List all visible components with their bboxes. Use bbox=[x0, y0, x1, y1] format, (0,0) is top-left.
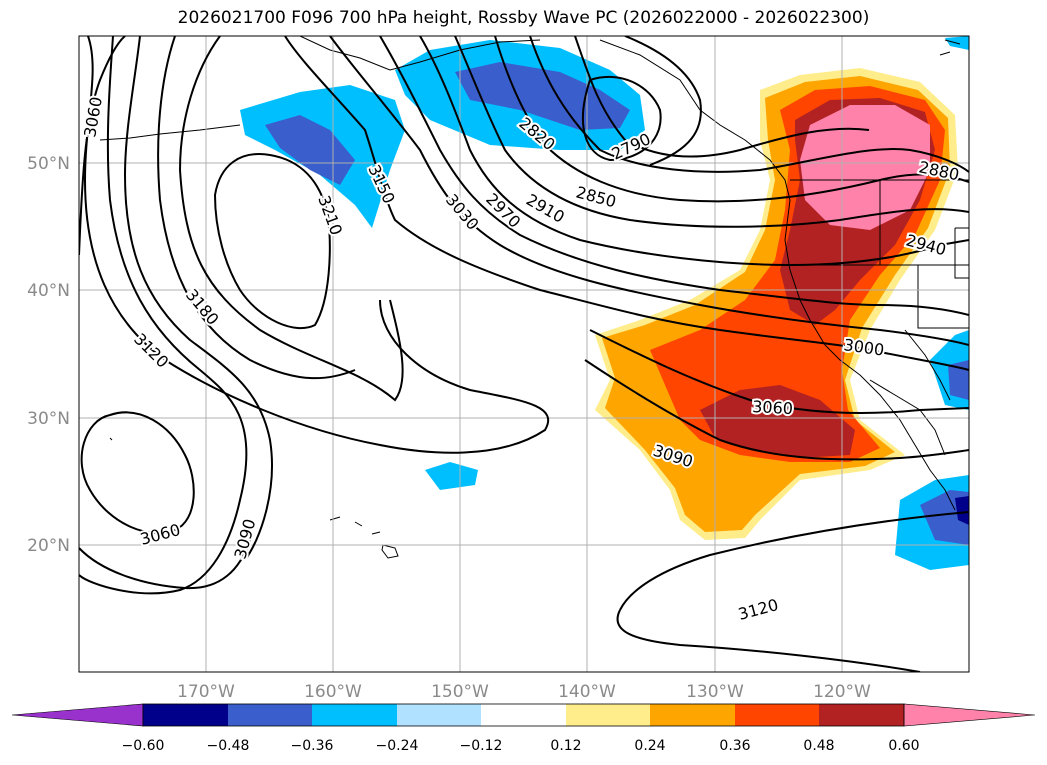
longitude-label: 160°W bbox=[304, 682, 362, 702]
colorbar-tick: 0.60 bbox=[888, 738, 919, 754]
colorbar-tick: 0.36 bbox=[719, 738, 750, 754]
longitude-label: 130°W bbox=[686, 682, 744, 702]
longitude-labels: 170°W 160°W 150°W 140°W 130°W 120°W bbox=[177, 682, 871, 702]
coastlines bbox=[99, 36, 969, 559]
colorbar: −0.60 −0.48 −0.36 −0.24 −0.12 0.12 0.24 … bbox=[11, 703, 1036, 754]
latitude-label: 20°N bbox=[27, 536, 70, 556]
colorbar-extend-left bbox=[11, 703, 144, 727]
contour-label: 3060 bbox=[752, 397, 794, 418]
colorbar-segment bbox=[143, 704, 228, 726]
colorbar-tick: −0.36 bbox=[291, 738, 334, 754]
colorbar-tick: −0.48 bbox=[207, 738, 250, 754]
colorbar-tick: −0.24 bbox=[376, 738, 419, 754]
colorbar-tick: −0.60 bbox=[122, 738, 165, 754]
height-contours bbox=[79, 36, 969, 672]
longitude-label: 170°W bbox=[177, 682, 235, 702]
colorbar-segment bbox=[312, 704, 397, 726]
latitude-label: 40°N bbox=[27, 281, 70, 301]
colorbar-extend-right bbox=[903, 703, 1036, 727]
colorbar-segment bbox=[650, 704, 735, 726]
latitude-label: 50°N bbox=[27, 154, 70, 174]
colorbar-segment bbox=[819, 704, 904, 726]
colorbar-tick: 0.12 bbox=[550, 738, 581, 754]
map-title: 2026021700 F096 700 hPa height, Rossby W… bbox=[177, 8, 870, 28]
colorbar-segment bbox=[228, 704, 312, 726]
longitude-label: 150°W bbox=[431, 682, 489, 702]
latitude-labels: 50°N 40°N 30°N 20°N bbox=[27, 154, 70, 556]
colorbar-tick: 0.24 bbox=[634, 738, 665, 754]
colorbar-tick: −0.12 bbox=[460, 738, 503, 754]
colorbar-segment bbox=[566, 704, 650, 726]
colorbar-tick: 0.48 bbox=[803, 738, 834, 754]
longitude-label: 140°W bbox=[558, 682, 616, 702]
map-frame bbox=[78, 35, 970, 673]
colorbar-segment bbox=[397, 704, 481, 726]
longitude-label: 120°W bbox=[813, 682, 871, 702]
colorbar-segment bbox=[481, 704, 566, 726]
latitude-label: 30°N bbox=[27, 409, 70, 429]
colorbar-segment bbox=[735, 704, 819, 726]
